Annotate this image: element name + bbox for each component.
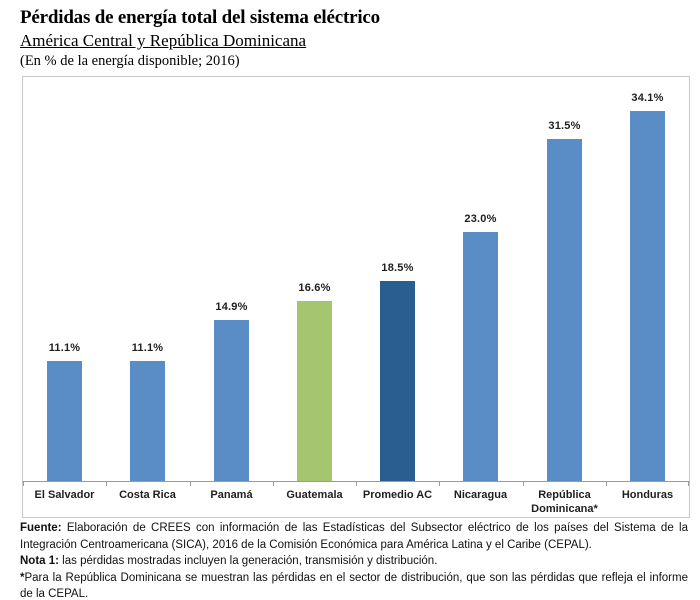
bar-value-label: 11.1% xyxy=(48,342,81,354)
bar-value-label: 18.5% xyxy=(381,262,414,274)
chart-header: Pérdidas de energía total del sistema el… xyxy=(20,6,680,71)
bar-value-label: 14.9% xyxy=(215,301,248,313)
x-axis-category-label: El Salvador xyxy=(34,489,95,501)
x-axis-category-label: Panamá xyxy=(210,489,253,501)
x-axis-tick xyxy=(356,482,357,486)
x-axis-tick xyxy=(190,482,191,486)
x-axis-tick xyxy=(688,482,689,486)
bar-honduras xyxy=(630,111,665,482)
bar-rep-blica-dominicana- xyxy=(547,139,582,482)
bar-nicaragua xyxy=(463,232,498,482)
bar-el-salvador xyxy=(47,361,82,482)
x-axis-tick xyxy=(23,482,24,486)
bar-chart: 11.1% 11.1% 14.9% 16.6% 18.5% 23.0% 31.5% 34.1%… xyxy=(22,76,690,518)
chart-title: Pérdidas de energía total del sistema el… xyxy=(20,7,380,28)
x-axis-category-label: Promedio AC xyxy=(362,489,433,501)
bar-value-label: 31.5% xyxy=(548,120,581,132)
x-axis-category-label: Costa Rica xyxy=(119,489,176,501)
asterisk-label: * xyxy=(20,571,25,584)
bar-value-label: 23.0% xyxy=(464,213,497,225)
x-axis-tick xyxy=(606,482,607,486)
chart-subtitle: América Central y República Dominicana xyxy=(20,31,307,50)
source-note: Fuente: Elaboración de CREES con informa… xyxy=(20,520,688,553)
source-label: Fuente: xyxy=(20,522,62,534)
x-axis-tick xyxy=(273,482,274,486)
bar-promedio-ac xyxy=(380,281,415,482)
note-1-label: Nota 1: xyxy=(20,555,59,567)
chart-notes: Fuente: Elaboración de CREES con informa… xyxy=(20,520,688,600)
bar-value-label: 34.1% xyxy=(631,92,664,104)
x-axis-category-label: República Dominicana* xyxy=(531,489,598,515)
bar-costa-rica xyxy=(130,361,165,482)
note-1-text: las pérdidas mostradas incluyen la gener… xyxy=(58,555,438,567)
asterisk-text: Para la República Dominicana se muestran… xyxy=(20,571,688,600)
x-axis-category-label: Guatemala xyxy=(286,489,343,501)
plot-area: 11.1% 11.1% 14.9% 16.6% 18.5% 23.0% 31.5% 34.1% xyxy=(23,77,689,482)
source-text: Elaboración de CREES con información de … xyxy=(20,522,688,551)
x-axis-tick xyxy=(439,482,440,486)
x-axis-category-label: Nicaragua xyxy=(453,489,508,501)
bar-value-label: 11.1% xyxy=(131,342,164,354)
bar-value-label: 16.6% xyxy=(298,282,331,294)
x-axis-line xyxy=(23,481,689,482)
asterisk-note: *Para la República Dominicana se muestra… xyxy=(20,570,688,600)
note-1: Nota 1: las pérdidas mostradas incluyen … xyxy=(20,553,688,570)
x-axis-tick xyxy=(523,482,524,486)
bar-guatemala xyxy=(297,301,332,482)
chart-units-caption: (En % de la energía disponible; 2016) xyxy=(20,53,240,69)
x-axis-category-label: Honduras xyxy=(621,489,674,501)
bar-panam- xyxy=(214,320,249,482)
x-axis-tick xyxy=(106,482,107,486)
